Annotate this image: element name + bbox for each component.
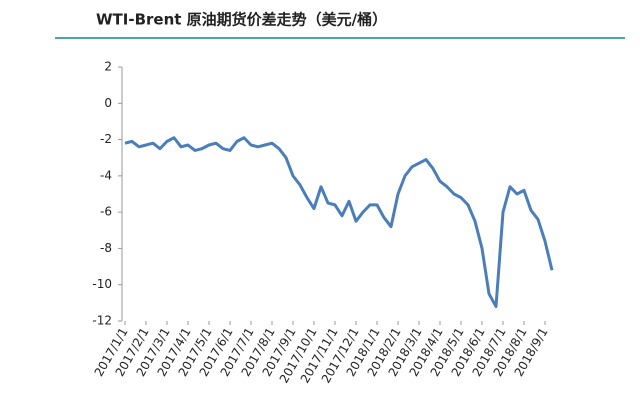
y-tick-label: -10 [92, 277, 112, 291]
y-tick-label: -12 [92, 314, 112, 328]
series-line [124, 136, 554, 308]
y-tick-label: -2 [100, 132, 112, 146]
y-tick-label: -8 [100, 241, 112, 255]
chart-title: WTI-Brent 原油期货价差走势（美元/桶） [96, 11, 387, 29]
y-tick-label: 0 [104, 96, 112, 110]
y-tick-label: -6 [100, 205, 112, 219]
y-tick-label: 2 [104, 60, 112, 74]
y-tick-label: -4 [100, 168, 112, 182]
